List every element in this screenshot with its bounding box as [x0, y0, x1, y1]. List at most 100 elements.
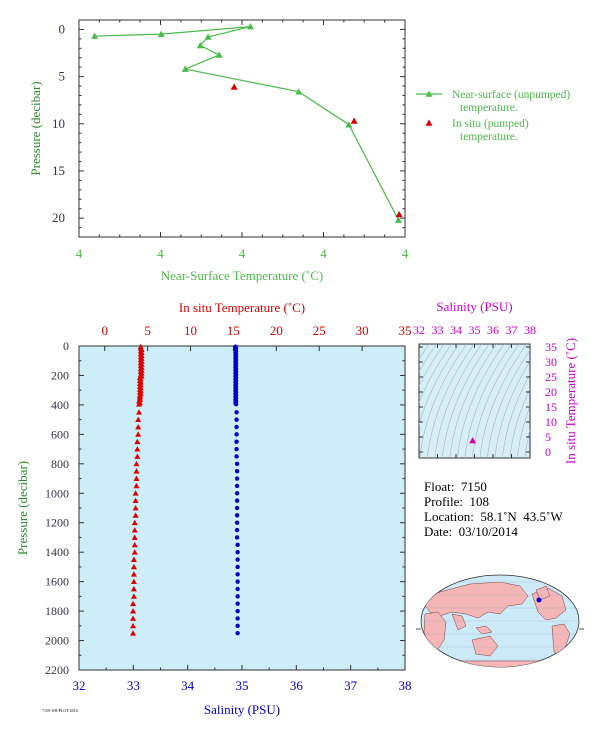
- density-contour: [502, 373, 530, 458]
- land-mass: [421, 581, 529, 619]
- y-tick-label: 2000: [45, 634, 69, 648]
- y-tick-label: 800: [51, 457, 69, 471]
- salinity-point: [235, 572, 240, 577]
- temperature-tick-label: 0: [101, 323, 108, 338]
- temperature-point: [130, 615, 137, 621]
- temperature-tick-label: 30: [356, 323, 369, 338]
- temperature-point: [134, 438, 141, 445]
- salinity-point: [235, 564, 240, 570]
- land-mass: [451, 613, 467, 631]
- salinity-tick-label: 35: [469, 323, 481, 337]
- temperature-point: [132, 505, 139, 511]
- salinity-point: [234, 446, 239, 452]
- x-tick-label: 4: [157, 246, 164, 261]
- salinity-point: [235, 601, 240, 606]
- plot-area: [418, 343, 531, 459]
- temperature-point: [133, 460, 140, 467]
- salinity-point: [235, 579, 240, 584]
- temperature-point: [136, 409, 143, 415]
- salinity-tick-label: 33: [432, 323, 444, 337]
- data-point: [230, 83, 238, 90]
- salinity-point: [234, 505, 240, 511]
- profile-row: Profile: 108: [424, 494, 563, 509]
- salinity-point: [235, 549, 240, 555]
- salinity-point: [234, 535, 240, 540]
- temperature-point: [131, 527, 138, 533]
- salinity-point: [234, 520, 240, 525]
- salinity-point: [234, 468, 240, 474]
- y-tick-label: 1400: [45, 545, 69, 559]
- density-contour: [524, 428, 530, 458]
- data-point: [246, 23, 254, 30]
- temperature-point: [130, 608, 137, 614]
- y-tick-label: 1600: [45, 575, 69, 589]
- temperature-point: [136, 401, 143, 407]
- temperature-point: [131, 541, 138, 548]
- y-tick-label: 200: [51, 368, 69, 382]
- data-point: [215, 51, 223, 58]
- land-mass: [471, 635, 499, 657]
- temperature-point: [135, 431, 142, 437]
- temperature-point: [135, 424, 142, 430]
- float-label: Float:: [424, 479, 455, 494]
- temperature-point: [130, 622, 137, 629]
- salinity-point: [234, 498, 240, 503]
- y-tick-label: 10: [52, 116, 65, 131]
- temperature-tick-label: 10: [184, 323, 197, 338]
- salinity-tick-label: 37: [506, 323, 518, 337]
- legend-label: Near-surface (unpumped): [452, 89, 570, 101]
- float-value: 7150: [460, 479, 487, 494]
- temperature-point: [134, 446, 141, 452]
- y-tick-label: 600: [51, 427, 69, 441]
- temperature-point: [132, 512, 139, 518]
- density-contour: [472, 344, 520, 458]
- land-mass: [429, 660, 571, 667]
- density-contour: [464, 344, 513, 458]
- salinity-point: [234, 417, 239, 422]
- density-contour: [442, 344, 490, 458]
- ts-diagram: 32 33 34 35 36 37 38 Salinity (PSU) 051015202530…: [413, 299, 578, 464]
- salinity-point: [235, 542, 240, 548]
- salinity-point: [234, 424, 239, 430]
- salinity-point: [235, 586, 240, 592]
- salinity-point: [234, 527, 240, 533]
- y-tick-label: 1200: [45, 516, 69, 530]
- temperature-point: [134, 453, 141, 459]
- float-info-block: Float: 7150 Profile: 108 Location: 58.1˚…: [424, 479, 563, 539]
- salinity-point: [234, 439, 239, 444]
- x-tick-label: 4: [320, 246, 327, 261]
- temperature-tick-label: 10: [545, 415, 557, 429]
- salinity-tick-label: 34: [181, 678, 195, 693]
- temperature-tick-label: 15: [227, 323, 240, 338]
- temperature-tick-label: 15: [545, 400, 557, 414]
- y-tick-label: 5: [59, 69, 66, 84]
- profile-chart: 0200400600800100012001400160018002000220…: [15, 300, 412, 717]
- y-tick-label: 15: [52, 163, 65, 178]
- legend-marker: [425, 119, 433, 126]
- y-axis-title: Pressure (decibar): [15, 461, 30, 555]
- salinity-point: [234, 461, 240, 467]
- x-tick-label: 4: [239, 246, 246, 261]
- profile-value: 108: [469, 494, 490, 509]
- salinity-point: [234, 454, 239, 459]
- salinity-tick-label: 33: [127, 678, 140, 693]
- density-contour: [419, 344, 468, 458]
- location-value: 58.1˚N 43.5˚W: [480, 509, 563, 524]
- density-contour: [449, 344, 498, 458]
- y-tick-label: 20: [52, 210, 65, 225]
- y-tick-label: 1800: [45, 604, 69, 618]
- legend-label: temperature.: [460, 102, 518, 114]
- salinity-tick-label: 35: [236, 678, 249, 693]
- density-contour: [419, 344, 445, 387]
- salinity-point: [234, 410, 239, 415]
- density-contour: [517, 405, 530, 458]
- y-axis-title: Pressure (decibar): [28, 81, 43, 175]
- salinity-point: [234, 432, 239, 437]
- salinity-point: [233, 401, 239, 407]
- temperature-point: [131, 519, 138, 526]
- ts-point: [469, 437, 477, 444]
- temperature-point: [131, 534, 138, 540]
- salinity-point: [234, 483, 240, 489]
- profile-label: Profile:: [424, 494, 463, 509]
